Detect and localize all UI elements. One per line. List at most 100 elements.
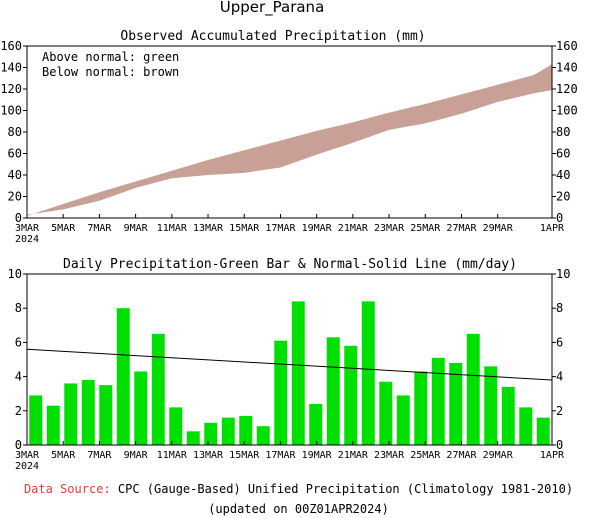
y-tick-label-left: 160 [0, 39, 22, 53]
daily-bar [274, 340, 288, 445]
daily-bar [186, 431, 200, 445]
x-tick-label: 11MAR [157, 223, 188, 234]
x-tick-label: 19MAR [302, 223, 333, 234]
accumulated-chart: Observed Accumulated Precipitation (mm) … [0, 29, 577, 245]
y-tick-label-left: 0 [15, 211, 22, 225]
y-tick-label-left: 4 [15, 370, 22, 384]
legend-above-normal: Above normal: green [42, 50, 179, 64]
x-tick-label: 27MAR [446, 223, 477, 234]
y-tick-label-right: 0 [556, 438, 563, 452]
x-tick-label: 25MAR [410, 223, 441, 234]
daily-bar [536, 417, 550, 445]
daily-bar [29, 395, 43, 445]
daily-bar [221, 417, 235, 445]
x-tick-label: 19MAR [302, 450, 333, 461]
y-tick-label-left: 100 [0, 104, 22, 118]
daily-bar [256, 426, 270, 445]
daily-bar [239, 415, 253, 445]
y-tick-label-right: 100 [556, 104, 578, 118]
y-tick-label-left: 10 [8, 267, 22, 281]
y-tick-label-left: 120 [0, 82, 22, 96]
daily-bar [64, 383, 78, 445]
y-tick-label-left: 6 [15, 335, 22, 349]
y-tick-label-left: 20 [8, 190, 22, 204]
data-source-line: Data Source: CPC (Gauge-Based) Unified P… [0, 482, 597, 496]
x-tick-label: 5MAR [51, 450, 76, 461]
x-tick-label: 23MAR [374, 450, 405, 461]
y-tick-label-right: 80 [556, 125, 570, 139]
x-tick-label: 11MAR [157, 450, 188, 461]
y-tick-label-right: 40 [556, 168, 570, 182]
x-tick-label: 21MAR [338, 450, 369, 461]
normal-line [26, 348, 553, 381]
y-tick-label-left: 40 [8, 168, 22, 182]
y-tick-label-right: 60 [556, 147, 570, 161]
y-tick-label-right: 2 [556, 404, 563, 418]
daily-bar [309, 403, 323, 445]
x-tick-label: 15MAR [229, 223, 260, 234]
daily-bar [396, 395, 410, 445]
updated-text: (updated on 00Z01APR2024) [208, 502, 389, 516]
x-tick-label: 7MAR [87, 450, 112, 461]
x-year-label: 2024 [15, 234, 39, 245]
x-tick-label: 9MAR [124, 450, 149, 461]
daily-bar [379, 381, 393, 445]
x-tick-label: 3MAR [15, 223, 40, 234]
daily-chart: Daily Precipitation-Green Bar & Normal-S… [8, 257, 571, 472]
x-tick-label: 23MAR [374, 223, 405, 234]
y-tick-label-right: 20 [556, 190, 570, 204]
x-tick-label: 25MAR [410, 450, 441, 461]
y-tick-label-left: 2 [15, 404, 22, 418]
updated-line: (updated on 00Z01APR2024) [0, 502, 597, 516]
y-tick-label-right: 120 [556, 82, 578, 96]
daily-bar [344, 345, 358, 445]
x-tick-label: 5MAR [51, 223, 76, 234]
below-normal-band [27, 64, 552, 216]
daily-plot-frame [26, 273, 553, 446]
accumulated-area-layer [27, 64, 552, 216]
daily-bar [361, 301, 375, 445]
y-tick-label-right: 10 [556, 267, 570, 281]
x-tick-label: 1APR [540, 223, 565, 234]
y-tick-label-left: 60 [8, 147, 22, 161]
accumulated-chart-title: Observed Accumulated Precipitation (mm) [120, 29, 425, 44]
x-tick-label: 1APR [540, 450, 565, 461]
page-title: Upper_Parana [220, 0, 325, 17]
daily-bar [291, 301, 305, 445]
daily-bar [449, 362, 463, 445]
y-tick-label-right: 0 [556, 211, 563, 225]
daily-chart-title: Daily Precipitation-Green Bar & Normal-S… [63, 257, 517, 272]
daily-bar [204, 422, 218, 445]
daily-bar [46, 405, 60, 445]
daily-bar [484, 366, 498, 445]
daily-bar [466, 333, 480, 445]
x-tick-label: 21MAR [338, 223, 369, 234]
x-tick-label: 29MAR [483, 450, 514, 461]
daily-bars-layer [29, 301, 550, 445]
x-tick-label: 9MAR [124, 223, 149, 234]
daily-bar [169, 407, 183, 445]
legend-below-normal: Below normal: brown [42, 65, 179, 79]
daily-bar [116, 308, 130, 445]
daily-axes: 0 0 2 2 4 4 6 6 8 8 10 10 3MAR 5MAR 7MAR 9MAR 11MAR 13MAR… [8, 267, 571, 472]
y-tick-label-right: 140 [556, 61, 578, 75]
x-tick-label: 13MAR [193, 450, 224, 461]
x-tick-label: 3MAR [15, 450, 40, 461]
y-tick-label-right: 4 [556, 370, 563, 384]
y-tick-label-right: 160 [556, 39, 578, 53]
y-tick-label-right: 6 [556, 335, 563, 349]
x-tick-label: 27MAR [446, 450, 477, 461]
x-year-label: 2024 [15, 461, 39, 472]
x-tick-label: 29MAR [483, 223, 514, 234]
y-tick-label-right: 8 [556, 301, 563, 315]
daily-bar [414, 371, 428, 445]
daily-bar [134, 371, 148, 445]
y-tick-label-left: 0 [15, 438, 22, 452]
y-tick-label-left: 140 [0, 61, 22, 75]
daily-bar [326, 337, 340, 445]
data-source-text: CPC (Gauge-Based) Unified Precipitation … [117, 482, 574, 496]
x-tick-label: 15MAR [229, 450, 260, 461]
daily-bar [519, 407, 533, 445]
x-tick-label: 17MAR [265, 450, 296, 461]
